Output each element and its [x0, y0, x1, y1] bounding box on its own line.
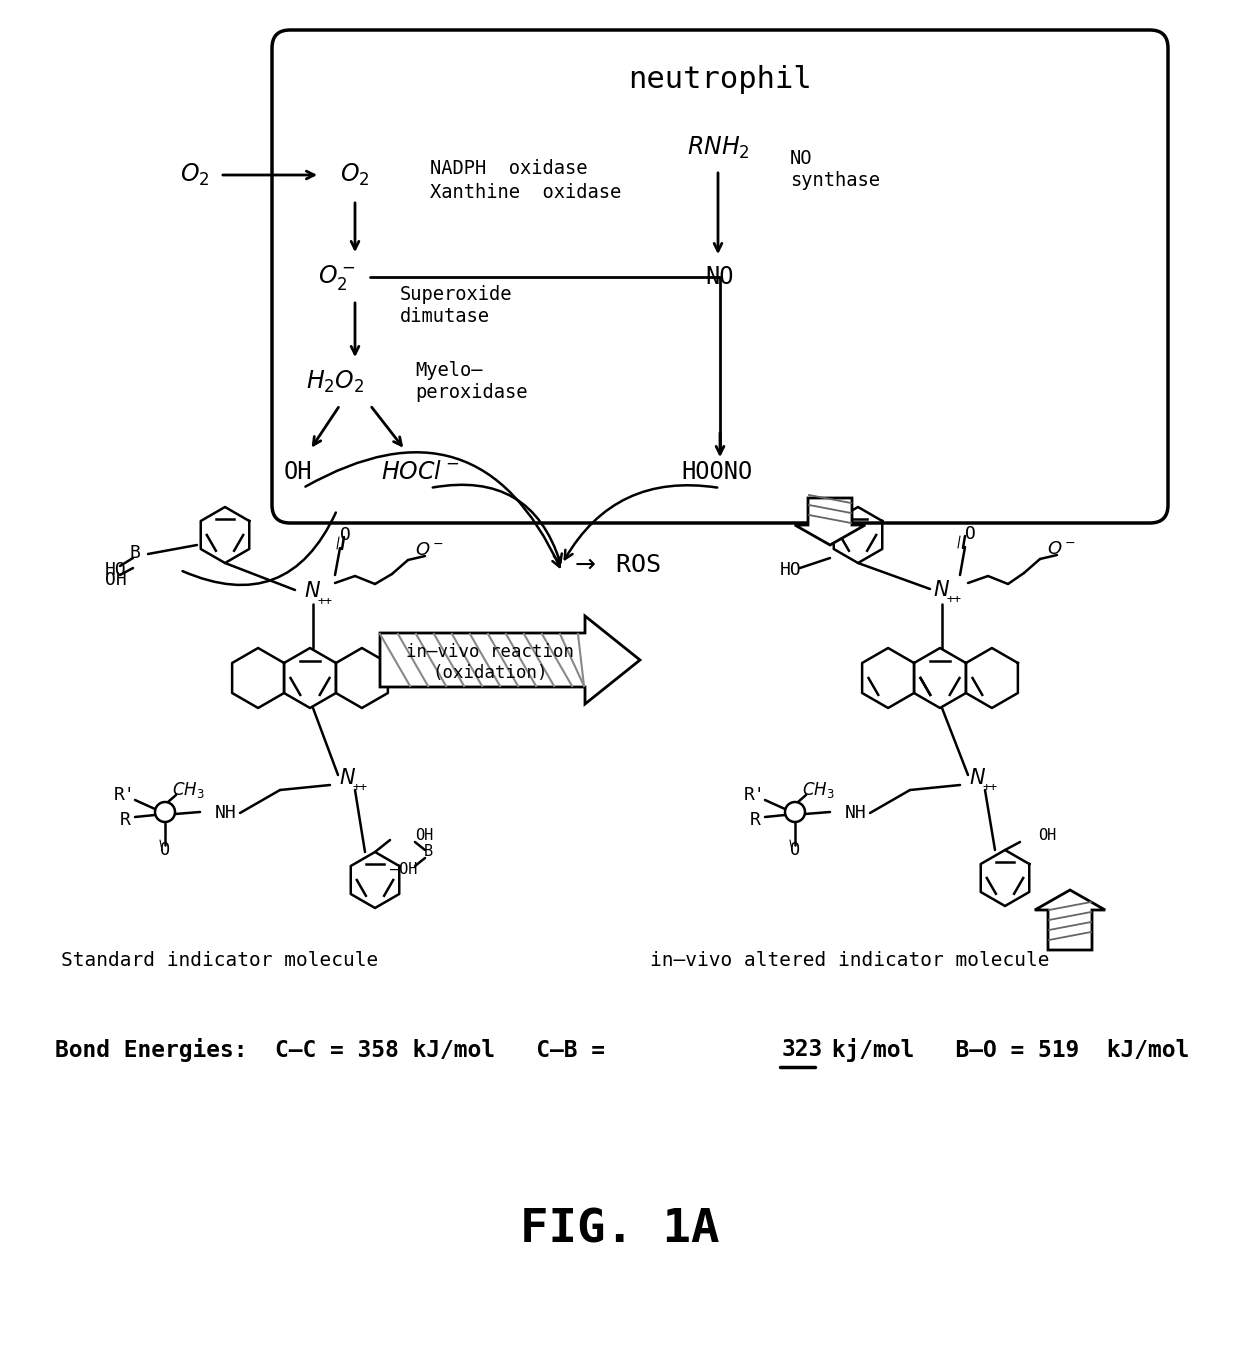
- Text: Superoxide: Superoxide: [401, 284, 512, 303]
- Text: R': R': [744, 786, 766, 803]
- Text: $O^-$: $O^-$: [1048, 541, 1076, 558]
- Text: R: R: [749, 811, 760, 829]
- Text: $N$: $N$: [970, 768, 987, 789]
- Text: (oxidation): (oxidation): [433, 665, 548, 682]
- Text: $\rightarrow$ ROS: $\rightarrow$ ROS: [570, 553, 661, 577]
- Text: $RNH_2$: $RNH_2$: [687, 135, 749, 162]
- Text: $O_2^-$: $O_2^-$: [319, 263, 356, 291]
- Polygon shape: [795, 497, 866, 545]
- Text: dimutase: dimutase: [401, 307, 490, 326]
- Text: $O_2$: $O_2$: [340, 162, 370, 189]
- Text: $N$: $N$: [305, 581, 321, 601]
- Text: —OH: —OH: [391, 863, 418, 878]
- Text: kj/mol   B–O = 519  kJ/mol: kj/mol B–O = 519 kJ/mol: [818, 1038, 1189, 1062]
- Text: ++: ++: [317, 594, 332, 608]
- Text: Bond Energies:  C–C = 358 kJ/mol   C–B =: Bond Energies: C–C = 358 kJ/mol C–B =: [55, 1038, 619, 1062]
- Text: R': R': [114, 786, 136, 803]
- Text: B: B: [423, 844, 433, 860]
- Text: $O_2$: $O_2$: [180, 162, 210, 189]
- Text: $HOCl^-$: $HOCl^-$: [381, 460, 459, 484]
- Text: synthase: synthase: [790, 170, 880, 190]
- Polygon shape: [1035, 890, 1105, 950]
- Text: O: O: [160, 841, 170, 859]
- Text: $N$: $N$: [934, 580, 951, 600]
- Text: OH: OH: [415, 828, 433, 842]
- Text: HOONO: HOONO: [681, 460, 753, 484]
- Text: neutrophil: neutrophil: [629, 66, 812, 94]
- Text: NH: NH: [215, 803, 237, 822]
- FancyBboxPatch shape: [272, 30, 1168, 523]
- Text: $H_2O_2$: $H_2O_2$: [306, 369, 365, 395]
- Circle shape: [155, 802, 175, 822]
- Text: Standard indicator molecule: Standard indicator molecule: [61, 950, 378, 969]
- Text: NO: NO: [706, 266, 734, 288]
- Text: OH: OH: [1038, 829, 1056, 844]
- Circle shape: [785, 802, 805, 822]
- Text: in–vivo altered indicator molecule: in–vivo altered indicator molecule: [650, 950, 1050, 969]
- Text: peroxidase: peroxidase: [415, 383, 527, 403]
- Text: NADPH  oxidase: NADPH oxidase: [430, 159, 588, 178]
- Text: $CH_3$: $CH_3$: [172, 780, 205, 799]
- Text: Myelo–: Myelo–: [415, 360, 482, 380]
- Text: OH: OH: [105, 572, 126, 589]
- Text: O: O: [790, 841, 800, 859]
- Text: HO: HO: [780, 561, 802, 580]
- Text: O: O: [340, 526, 351, 545]
- Text: HO: HO: [105, 561, 126, 580]
- Text: ++: ++: [982, 782, 997, 794]
- Text: 323: 323: [782, 1038, 823, 1061]
- Text: R: R: [119, 811, 130, 829]
- Polygon shape: [379, 616, 640, 704]
- Text: Xanthine  oxidase: Xanthine oxidase: [430, 182, 621, 201]
- Text: $N$: $N$: [340, 768, 357, 789]
- Text: O: O: [965, 524, 976, 543]
- Text: FIG. 1A: FIG. 1A: [521, 1208, 719, 1252]
- Text: ++: ++: [352, 782, 367, 794]
- Text: B: B: [129, 545, 140, 562]
- Text: $O^-$: $O^-$: [415, 541, 445, 559]
- Text: NH: NH: [844, 803, 867, 822]
- Text: NO: NO: [790, 148, 812, 167]
- Text: $CH_3$: $CH_3$: [802, 780, 835, 799]
- Text: ++: ++: [946, 593, 961, 607]
- Text: in–vivo reaction: in–vivo reaction: [405, 643, 574, 661]
- Text: OH: OH: [284, 460, 312, 484]
